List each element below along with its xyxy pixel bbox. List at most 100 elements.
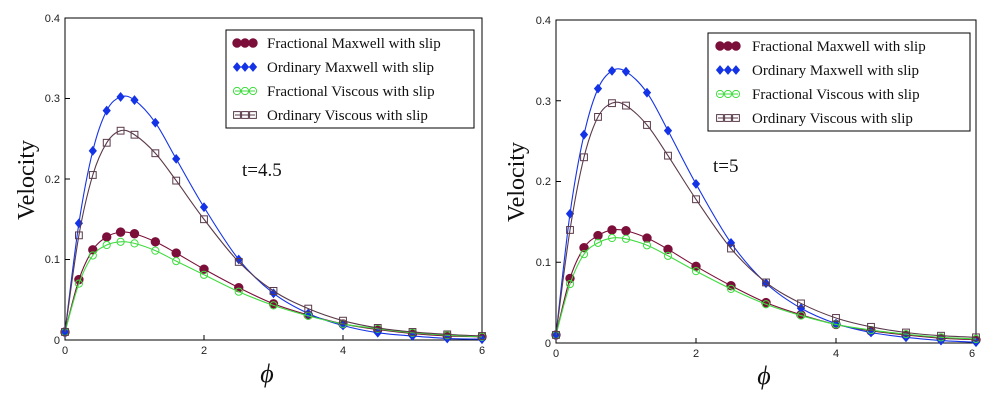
data-point: [937, 331, 945, 340]
data-point: [269, 286, 278, 295]
data-point: [88, 145, 97, 156]
data-point: [171, 248, 181, 258]
data-point: [972, 333, 980, 342]
data-point: [75, 231, 83, 240]
y-tick-label: 0.4: [45, 13, 60, 25]
legend-entry: Fractional Viscous with slip: [752, 87, 920, 103]
data-point: [621, 234, 631, 243]
data-point: [102, 105, 111, 116]
data-point: [579, 243, 589, 253]
data-point: [151, 246, 160, 255]
data-point: [761, 300, 771, 309]
data-point: [663, 251, 673, 260]
data-point: [233, 111, 241, 119]
data-point: [88, 245, 98, 255]
x-tick-label: 0: [553, 348, 559, 360]
series-line: [64, 95, 483, 340]
data-point: [116, 91, 125, 102]
data-point: [621, 226, 631, 236]
data-point: [102, 232, 112, 242]
data-point: [241, 111, 249, 119]
data-point: [608, 99, 616, 108]
data-point: [727, 244, 735, 253]
data-point: [200, 215, 208, 224]
y-axis-ticks: 0 0.1 0.2 0.3 0.4: [45, 13, 70, 347]
data-point: [622, 101, 630, 110]
data-point: [116, 126, 125, 135]
x-axis-label: ϕ: [260, 359, 273, 388]
data-point: [723, 89, 733, 99]
data-point: [715, 89, 725, 99]
data-point: [115, 227, 126, 237]
data-point: [579, 129, 589, 140]
legend-box: [707, 32, 971, 132]
data-point: [731, 41, 741, 51]
data-point: [269, 301, 278, 310]
data-point: [478, 332, 486, 340]
x-axis-ticks: 0 2 4 6: [553, 338, 975, 360]
data-point: [130, 95, 139, 106]
x-axis-label: ϕ: [757, 361, 770, 390]
legend-entry: Ordinary Maxwell with slip: [752, 63, 919, 79]
data-point: [594, 113, 602, 121]
data-point: [691, 267, 701, 276]
data-point: [61, 328, 69, 336]
data-point: [663, 244, 673, 255]
data-point: [726, 284, 736, 293]
legend-sample: [232, 62, 258, 72]
data-point: [723, 65, 733, 75]
data-point: [234, 258, 243, 266]
data-point: [249, 111, 257, 119]
data-point: [304, 304, 313, 313]
data-point: [443, 330, 452, 339]
y-tick-label: 0: [545, 338, 551, 350]
data-point: [607, 65, 617, 76]
data-point: [240, 86, 250, 96]
legend-sample: [232, 86, 258, 96]
data-point: [642, 241, 652, 250]
data-point: [796, 311, 806, 320]
data-point: [642, 233, 652, 243]
y-tick-label: 0.2: [536, 176, 551, 188]
data-point: [797, 299, 805, 308]
series-layer: [60, 91, 487, 345]
time-annotation: t=5: [713, 156, 739, 177]
x-axis-ticks: 0 2 4 6: [62, 335, 485, 357]
data-point: [408, 328, 417, 336]
data-point: [716, 114, 724, 122]
data-point: [715, 41, 725, 51]
series-line: [555, 68, 977, 343]
y-tick-label: 0.3: [536, 96, 551, 108]
data-point: [732, 114, 740, 122]
y-tick-label: 0.4: [536, 15, 551, 27]
data-point: [172, 176, 181, 185]
x-tick-label: 4: [340, 345, 346, 357]
legend-entry: Ordinary Viscous with slip: [752, 111, 913, 127]
legend-sample: [715, 65, 741, 75]
data-point: [234, 287, 243, 296]
data-point: [240, 38, 250, 48]
y-tick-label: 0.2: [45, 174, 60, 186]
x-tick-label: 6: [479, 345, 485, 357]
series-layer: [551, 65, 981, 348]
data-point: [74, 279, 84, 288]
legend: Fractional Maxwell with slip Ordinary Ma…: [225, 29, 475, 129]
data-point: [566, 226, 574, 234]
series-line: [64, 129, 483, 337]
data-point: [724, 114, 732, 122]
legend-entry: Fractional Viscous with slip: [267, 84, 435, 100]
data-point: [88, 171, 97, 179]
legend: Fractional Maxwell with slip Ordinary Ma…: [707, 32, 971, 132]
series-line: [555, 101, 977, 338]
data-point: [691, 178, 701, 189]
data-point: [902, 328, 910, 337]
data-point: [172, 153, 181, 164]
legend-sample: [716, 114, 740, 122]
data-point: [240, 62, 250, 72]
data-point: [731, 89, 741, 99]
data-point: [248, 62, 258, 72]
legend-box: [225, 29, 475, 129]
legend-sample: [715, 41, 741, 51]
x-tick-label: 6: [969, 348, 975, 360]
data-point: [664, 151, 672, 160]
